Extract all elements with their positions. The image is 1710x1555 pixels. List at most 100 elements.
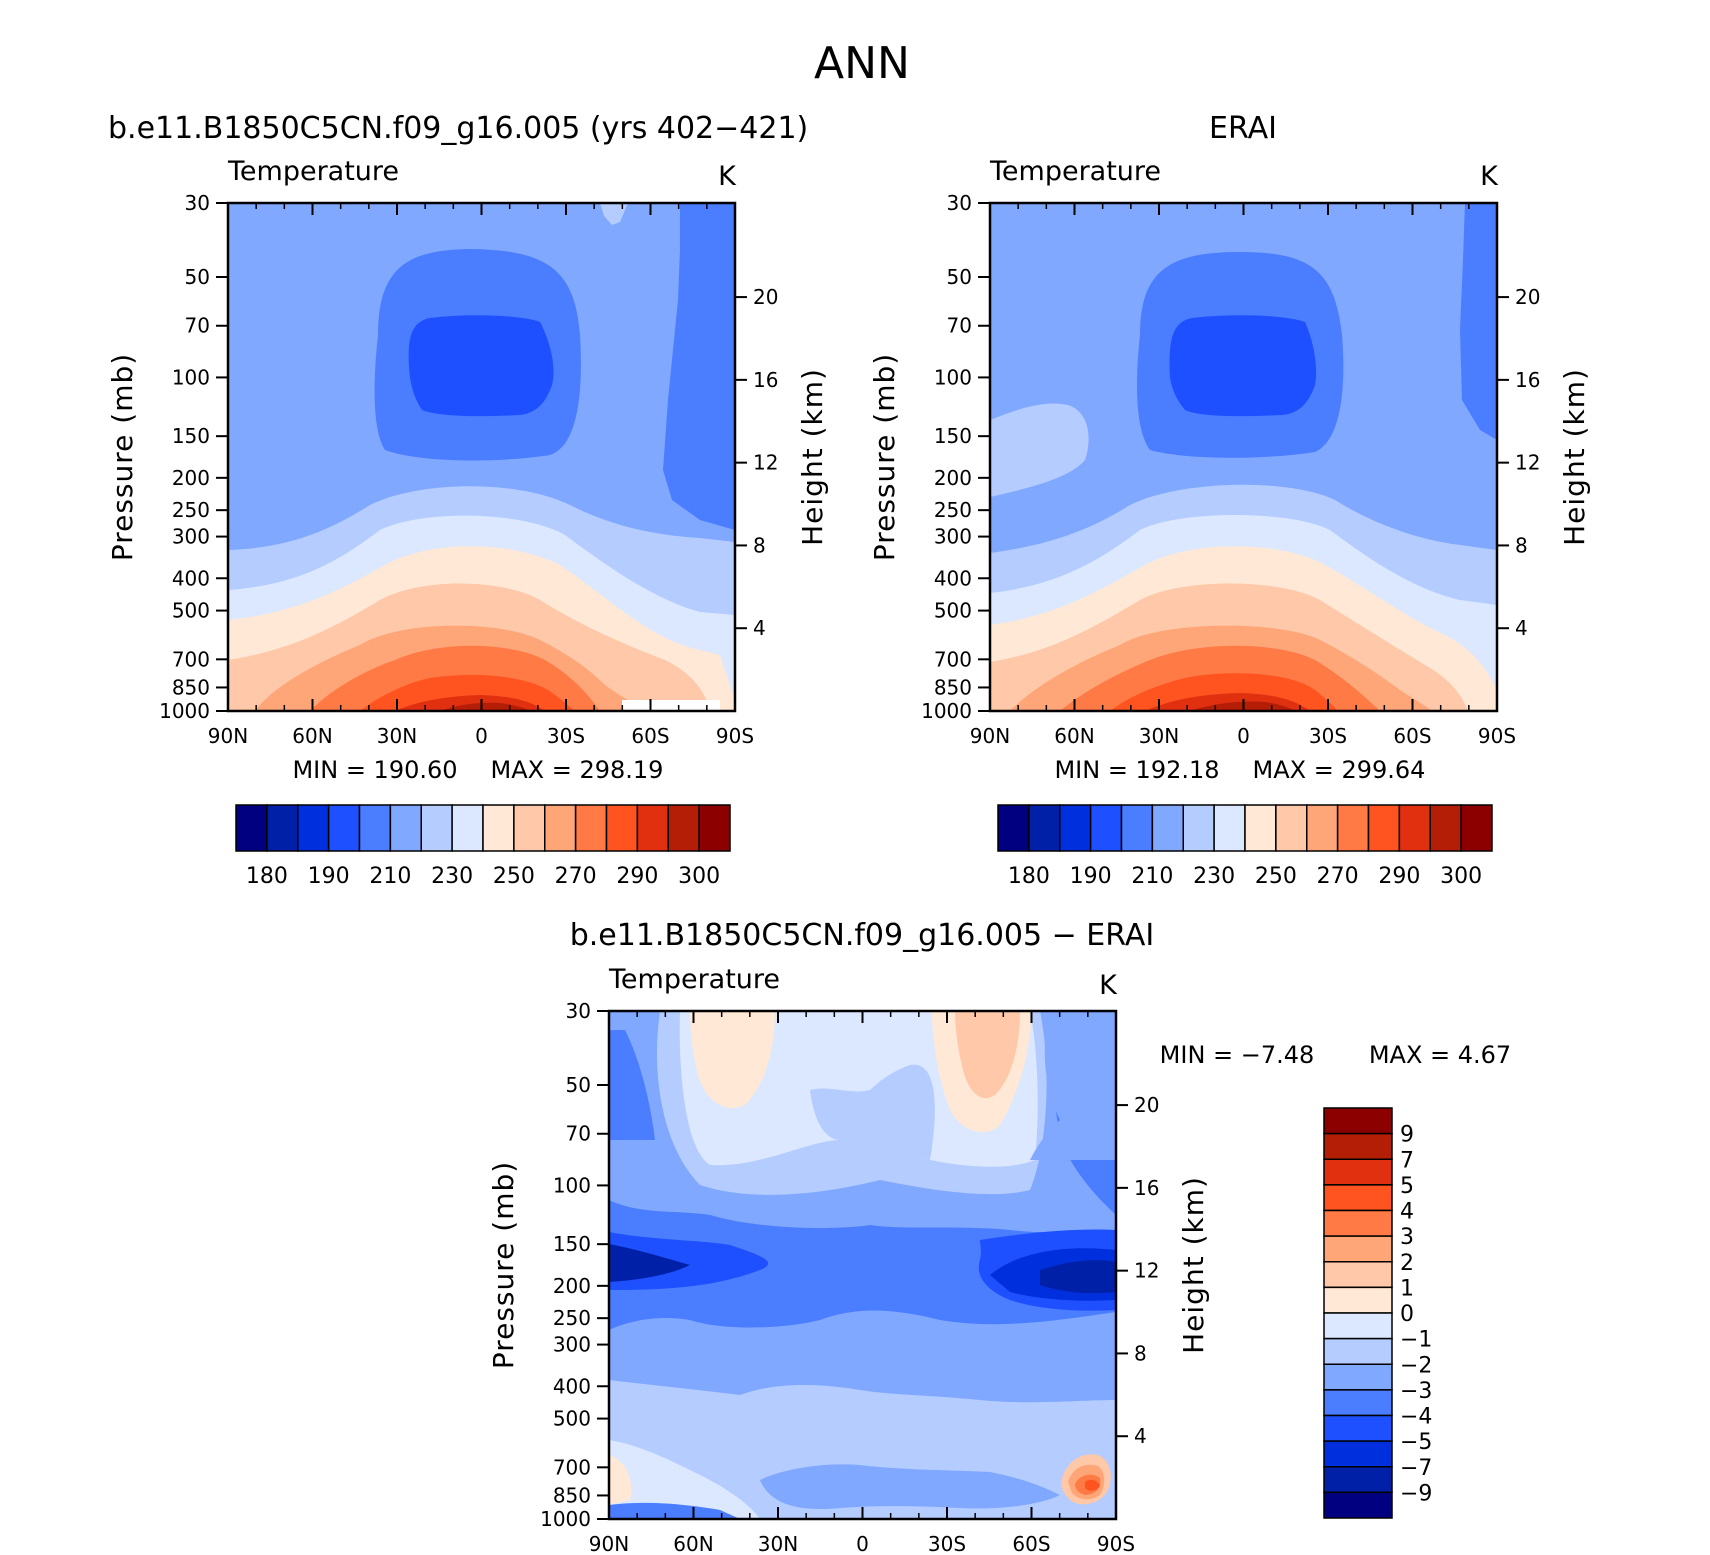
- colorbar-swatch: [1244, 804, 1277, 852]
- colorbar-swatch: [1323, 1184, 1393, 1212]
- x-tick-label: 60S: [1012, 1532, 1050, 1555]
- panel-model-colorbar: 180 190 210 230 250 270 290 300: [235, 804, 731, 889]
- y-tick-label: 400: [172, 566, 210, 590]
- y-right-tick-label: 16: [1515, 368, 1540, 392]
- y-tick-label: 1000: [159, 699, 210, 723]
- colorbar-swatch: [1323, 1389, 1393, 1417]
- y-tick-label: 1000: [921, 699, 972, 723]
- panel-diff-units: K: [1099, 970, 1118, 1001]
- x-tick-label: 30N: [377, 724, 417, 748]
- colorbar-swatch: [327, 804, 361, 852]
- colorbar-swatch: [358, 804, 392, 852]
- x-tick-label: 30N: [758, 1532, 798, 1555]
- colorbar-label: −4: [1400, 1405, 1432, 1430]
- colorbar-label: 290: [1378, 864, 1420, 889]
- colorbar-swatch: [574, 804, 608, 852]
- contour-fill: [955, 1011, 1020, 1099]
- contour-fill: [760, 1464, 1060, 1510]
- colorbar-label: 7: [1400, 1148, 1414, 1173]
- colorbar-swatch: [266, 804, 299, 852]
- colorbar-label: −7: [1400, 1456, 1432, 1481]
- x-tick-label: 90N: [208, 724, 248, 748]
- y-tick-label: 300: [172, 525, 210, 549]
- colorbar-label: 5: [1400, 1174, 1414, 1199]
- colorbar-label: 230: [1193, 864, 1235, 889]
- colorbar-label: −9: [1400, 1481, 1432, 1506]
- y-tick-label: 30: [566, 999, 591, 1023]
- x-tick-label: 90S: [1478, 724, 1516, 748]
- y-tick-label: 400: [553, 1374, 591, 1398]
- x-tick-label: 90S: [1097, 1532, 1135, 1555]
- colorbar-swatch: [1323, 1209, 1393, 1237]
- colorbar-label: 270: [1317, 864, 1359, 889]
- x-tick-label: 30N: [1139, 724, 1179, 748]
- contour-fill: [609, 1440, 760, 1519]
- colorbar-label: 270: [555, 864, 597, 889]
- panel-diff-max: MAX = 4.67: [1369, 1041, 1511, 1069]
- colorbar-swatch: [1028, 804, 1061, 852]
- y-tick-label: 250: [172, 498, 210, 522]
- colorbar-swatch: [1182, 804, 1215, 852]
- colorbar-swatch: [636, 804, 669, 852]
- colorbar-label: 230: [431, 864, 473, 889]
- x-tick-label: 60N: [1054, 724, 1094, 748]
- panel-diff-ylabel-right: Height (km): [1177, 1176, 1210, 1354]
- colorbar-swatch: [1323, 1261, 1393, 1289]
- panel-diff-variable: Temperature: [608, 964, 780, 995]
- x-tick-label: 30S: [928, 1532, 966, 1555]
- y-right-tick-label: 4: [1515, 616, 1528, 640]
- colorbar-label: −2: [1400, 1353, 1432, 1378]
- x-tick-label: 0: [856, 1532, 869, 1555]
- contour-fill: [600, 203, 628, 225]
- colorbar-swatch: [1323, 1312, 1393, 1340]
- y-tick-label: 100: [172, 365, 210, 389]
- x-tick-label: 90S: [716, 724, 754, 748]
- colorbar-swatch: [1323, 1235, 1393, 1263]
- y-tick-label: 30: [947, 191, 972, 215]
- colorbar-swatch: [997, 804, 1030, 852]
- y-tick-label: 200: [553, 1274, 591, 1298]
- y-right-tick-label: 20: [753, 285, 778, 309]
- y-tick-label: 500: [934, 599, 972, 623]
- colorbar-label: 180: [1008, 864, 1050, 889]
- colorbar-swatch: [420, 804, 453, 852]
- colorbar-swatch: [451, 804, 484, 852]
- colorbar-label: 210: [369, 864, 411, 889]
- panel-diff-title: b.e11.B1850C5CN.f09_g16.005 − ERAI: [570, 918, 1155, 953]
- colorbar-swatch: [1323, 1466, 1393, 1494]
- y-tick-label: 150: [172, 424, 210, 448]
- contour-fill: [810, 1064, 935, 1160]
- contour-fill: [1030, 1011, 1116, 1160]
- panel-model-max: MAX = 298.19: [491, 756, 664, 784]
- y-tick-label: 850: [172, 675, 210, 699]
- colorbar-swatch: [1323, 1286, 1393, 1314]
- y-right-tick-label: 8: [753, 533, 766, 557]
- panel-obs-ylabel-right: Height (km): [1558, 368, 1591, 546]
- contour-fill: [1460, 203, 1497, 440]
- colorbar-swatch: [1306, 804, 1339, 852]
- colorbar-swatch: [482, 804, 515, 852]
- contour-fill: [609, 1455, 632, 1505]
- y-right-tick-label: 12: [1515, 451, 1540, 475]
- y-tick-label: 50: [566, 1073, 591, 1097]
- y-tick-label: 30: [185, 191, 210, 215]
- colorbar-swatch: [235, 804, 268, 852]
- x-tick-label: 90N: [970, 724, 1010, 748]
- colorbar-swatch: [544, 804, 577, 852]
- y-tick-label: 400: [934, 566, 972, 590]
- colorbar-label: 1: [1400, 1276, 1414, 1301]
- y-tick-label: 700: [553, 1455, 591, 1479]
- y-tick-label: 700: [934, 647, 972, 671]
- x-tick-label: 90N: [589, 1532, 629, 1555]
- x-tick-label: 0: [1237, 724, 1250, 748]
- contour-fill: [1085, 1479, 1100, 1491]
- y-tick-label: 200: [172, 466, 210, 490]
- panel-model-ylabel-right: Height (km): [796, 368, 829, 546]
- panel-model-variable: Temperature: [227, 156, 399, 187]
- y-tick-label: 500: [553, 1407, 591, 1431]
- y-tick-label: 150: [934, 424, 972, 448]
